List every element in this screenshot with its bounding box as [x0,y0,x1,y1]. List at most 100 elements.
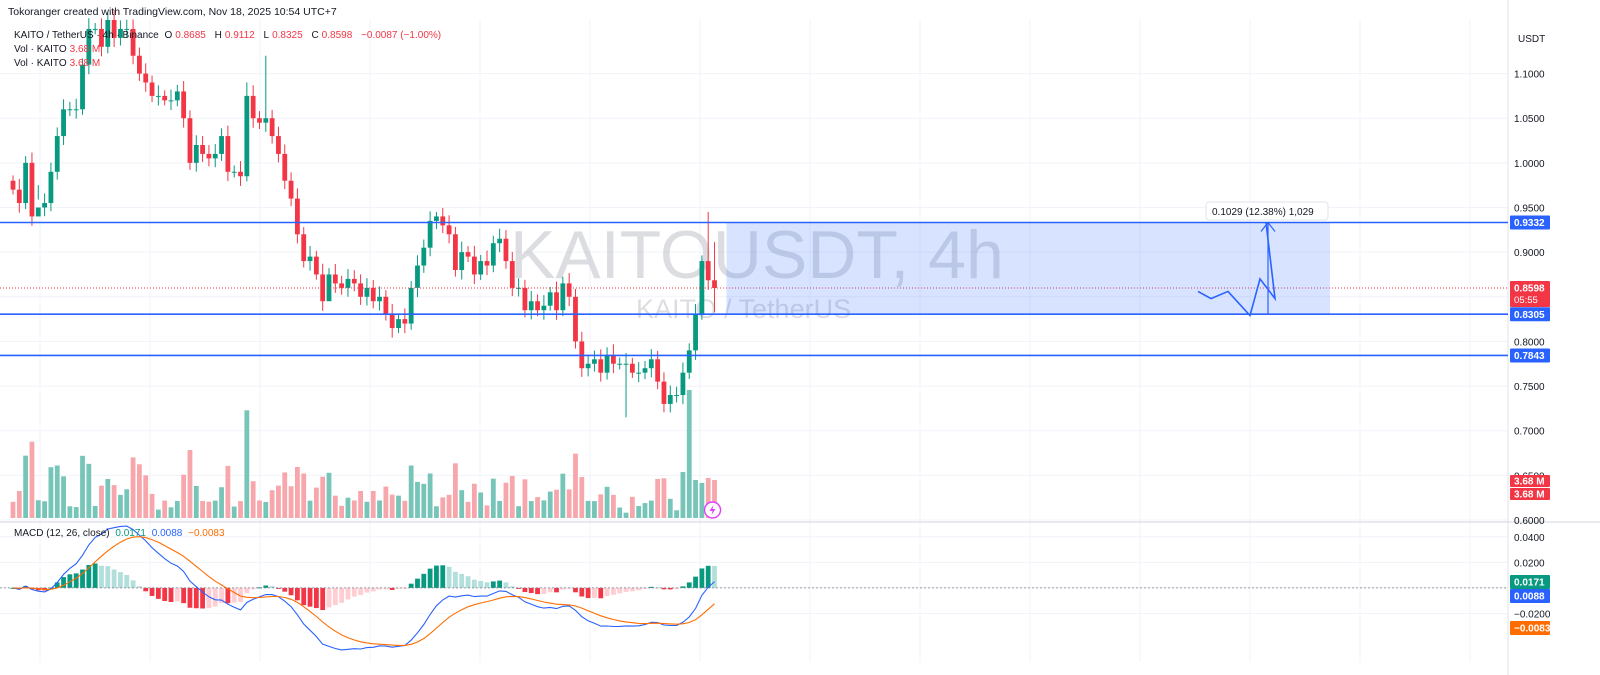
macd-histogram-bar[interactable] [623,587,629,592]
macd-histogram-bar[interactable] [206,587,212,609]
candle-body[interactable] [54,136,60,172]
macd-histogram-bar[interactable] [86,564,92,588]
volume-bar[interactable] [168,507,174,518]
candle-body[interactable] [490,243,496,266]
macd-histogram-bar[interactable] [516,587,521,589]
macd-histogram-bar[interactable] [617,587,623,594]
candle-body[interactable] [370,287,376,302]
macd-histogram-bar[interactable] [212,587,218,607]
macd-histogram-bar[interactable] [579,587,585,597]
macd-histogram-bar[interactable] [522,587,528,593]
volume-bar[interactable] [225,465,231,518]
candle-body[interactable] [187,118,193,163]
macd-histogram-bar[interactable] [705,565,711,588]
macd-histogram-bar[interactable] [554,587,559,593]
candle-body[interactable] [611,354,616,364]
candle-body[interactable] [541,305,547,311]
macd-histogram-bar[interactable] [263,585,269,588]
candle-body[interactable] [276,136,281,154]
macd-histogram-bar[interactable] [225,587,231,604]
volume-bar[interactable] [598,494,604,518]
candle-body[interactable] [92,28,98,30]
candle-body[interactable] [313,256,319,275]
volume-bar[interactable] [86,463,92,518]
candle-body[interactable] [143,73,149,83]
candle-body[interactable] [149,82,155,96]
candle-body[interactable] [389,314,395,329]
macd-histogram-bar[interactable] [181,587,187,604]
candle-body[interactable] [699,261,705,315]
volume-bar[interactable] [611,494,616,518]
candle-body[interactable] [181,91,187,119]
volume-bar[interactable] [465,501,471,518]
volume-bar[interactable] [383,486,389,518]
macd-histogram-bar[interactable] [629,587,635,592]
volume-bar[interactable] [421,483,427,518]
candle-body[interactable] [655,359,661,382]
candle-body[interactable] [383,296,389,315]
candle-body[interactable] [497,238,503,244]
macd-histogram-bar[interactable] [573,587,578,593]
macd-histogram-bar[interactable] [693,576,698,588]
volume-bar[interactable] [345,497,351,518]
macd-histogram-bar[interactable] [345,587,351,600]
macd-histogram-bar[interactable] [288,587,294,596]
candle-body[interactable] [231,171,237,173]
volume-bar[interactable] [712,480,717,518]
candle-body[interactable] [257,118,262,123]
candle-body[interactable] [566,283,572,297]
macd-histogram-bar[interactable] [168,587,174,602]
volume-bar[interactable] [276,485,281,518]
candle-body[interactable] [453,234,458,270]
volume-bar[interactable] [332,495,338,518]
candle-body[interactable] [326,274,332,302]
candle-body[interactable] [295,198,300,235]
volume-bar[interactable] [434,506,439,518]
macd-histogram-bar[interactable] [276,587,281,589]
macd-histogram-bar[interactable] [351,587,357,597]
volume-bar[interactable] [111,485,117,518]
macd-histogram-bar[interactable] [149,587,155,596]
macd-histogram-bar[interactable] [48,587,54,589]
volume-bar[interactable] [92,506,98,518]
macd-histogram-bar[interactable] [219,587,224,603]
volume-bar[interactable] [674,510,679,518]
macd-histogram-bar[interactable] [661,587,667,590]
macd-histogram-bar[interactable] [459,573,465,588]
candle-body[interactable] [244,95,250,177]
candle-body[interactable] [193,145,199,163]
volume-bar[interactable] [636,506,642,518]
candle-body[interactable] [225,136,231,172]
volume-bar[interactable] [629,496,635,518]
macd-histogram-bar[interactable] [118,572,123,588]
macd-histogram-bar[interactable] [446,566,452,588]
candle-body[interactable] [446,225,452,235]
candle-body[interactable] [200,145,205,154]
volume-bar[interactable] [155,509,161,518]
volume-bar[interactable] [149,493,155,518]
volume-bar[interactable] [579,477,585,518]
candle-body[interactable] [598,359,604,373]
volume-bar[interactable] [705,478,711,518]
candle-body[interactable] [162,95,168,101]
volume-bar[interactable] [143,475,149,518]
candle-body[interactable] [86,28,92,65]
candle-body[interactable] [661,381,667,404]
candle-body[interactable] [712,280,717,289]
macd-histogram-bar[interactable] [92,563,98,588]
volume-bar[interactable] [29,441,35,518]
candle-body[interactable] [642,368,648,373]
candle-body[interactable] [80,64,85,110]
candle-body[interactable] [693,314,698,351]
volume-bar[interactable] [67,506,73,518]
candle-body[interactable] [604,354,610,373]
candle-body[interactable] [465,252,471,257]
macd-histogram-bar[interactable] [686,582,692,588]
candle-body[interactable] [16,189,22,204]
macd-histogram-bar[interactable] [674,587,679,590]
macd-histogram-bar[interactable] [465,576,471,588]
candle-body[interactable] [301,234,307,262]
macd-histogram-bar[interactable] [67,574,73,588]
macd-histogram-bar[interactable] [174,587,180,602]
